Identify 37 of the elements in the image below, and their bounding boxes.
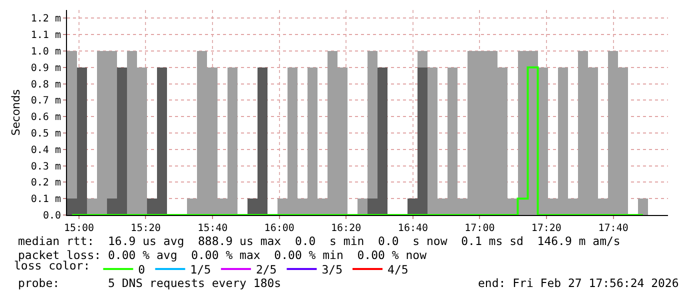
legend-label: 4/5: [388, 262, 408, 276]
y-tick-label: 1.2 m: [30, 14, 61, 25]
y-tick-label: 1.0 m: [30, 46, 61, 58]
bar: [638, 198, 648, 215]
text: median rtt: 16.9 us avg 888.9 us max 0.0 s min 0.0 s now 0.1 ms sd 146.9 m am/s: [18, 234, 620, 248]
legend-label: 1/5: [190, 262, 211, 276]
y-tick-label: 0.9 m: [30, 62, 61, 74]
bar: [418, 51, 428, 68]
text: probe: 5 DNS requests every 180s: [18, 276, 282, 290]
legend-label: 2/5: [256, 262, 277, 276]
y-tick-label: 0.5 m: [30, 128, 61, 140]
bar: [357, 198, 368, 215]
y-tick-label: 0.6 m: [30, 112, 61, 124]
legend-label: 0: [138, 262, 146, 276]
bar: [368, 51, 378, 199]
y-axis-title: Seconds: [10, 89, 23, 136]
y-tick-label: 0.7 m: [30, 96, 61, 107]
text: packet loss: 0.00 % avg 0.00 % max 0.00 % min 0.00 % now: [18, 248, 427, 262]
text: end: Fri Feb 27 17:56:24 2026: [478, 276, 679, 290]
x-tick-label: 17:40: [598, 223, 628, 234]
y-tick-label: 0.0: [42, 210, 61, 222]
bar: [67, 51, 78, 199]
x-tick-label: 15:40: [198, 223, 228, 234]
y-tick-label: 0.8 m: [30, 79, 61, 90]
y-tick-label: 0.4 m: [30, 144, 61, 156]
x-tick-label: 17:20: [531, 223, 562, 234]
y-tick-label: 0.2 m: [30, 178, 61, 189]
y-tick-label: 0.1 m: [30, 194, 61, 206]
legend-label: 3/5: [322, 262, 343, 276]
y-tick-label: 0.3 m: [30, 161, 61, 172]
x-tick-label: 17:00: [464, 223, 495, 234]
x-tick-label: 15:00: [64, 223, 94, 234]
x-tick-label: 16:20: [331, 223, 362, 234]
x-tick-label: 15:20: [130, 223, 161, 234]
y-tick-label: 1.1 m: [30, 30, 61, 42]
x-tick-label: 16:00: [264, 223, 294, 234]
x-tick-label: 16:40: [398, 223, 428, 234]
